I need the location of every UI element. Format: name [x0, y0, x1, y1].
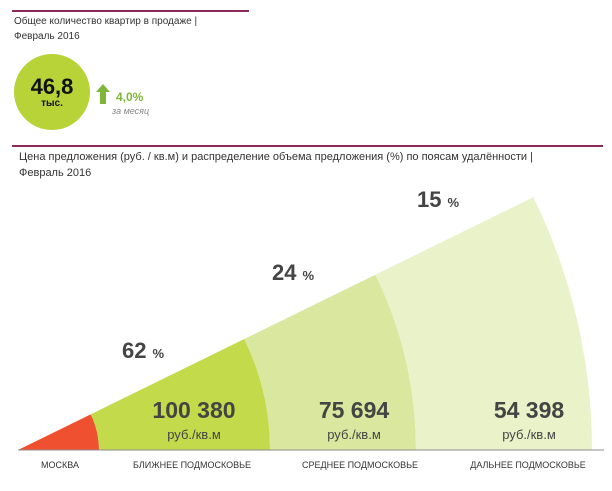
kpi-change: 4,0% [116, 90, 144, 104]
arrow-up-icon [96, 84, 110, 104]
price-unit: руб./кв.м [167, 427, 221, 442]
percent-label: 15% [417, 187, 459, 212]
category-label: БЛИЖНЕЕ ПОДМОСКОВЬЕ [133, 460, 251, 470]
price-value: 75 694 [319, 397, 390, 423]
kpi-value: 46,8 [30, 74, 74, 99]
kpi-change-note: за месяц [112, 106, 150, 116]
price-value: 54 398 [494, 397, 565, 423]
section-rule [12, 145, 603, 147]
kpi-subtitle: Февраль 2016 [14, 31, 80, 42]
kpi-unit: тыс. [41, 98, 63, 109]
kpi-title: Общее количество квартир в продаже | [14, 16, 198, 27]
price-value: 100 380 [152, 397, 235, 423]
category-label: МОСКВА [41, 460, 79, 470]
band-near [90, 339, 270, 450]
percent-label: 24% [272, 260, 314, 285]
header-rule [12, 10, 249, 12]
percent-label: 62% [122, 338, 164, 363]
price-unit: руб./кв.м [502, 427, 556, 442]
band-middle [244, 274, 416, 450]
band-far [375, 197, 592, 450]
category-label: ДАЛЬНЕЕ ПОДМОСКОВЬЕ [470, 460, 586, 470]
category-label: СРЕДНЕЕ ПОДМОСКОВЬЕ [302, 460, 418, 470]
band-moscow [18, 414, 99, 450]
kpi-circle: 46,8 тыс. [14, 54, 90, 130]
price-unit: руб./кв.м [327, 427, 381, 442]
chart-title: Цена предложения (руб. / кв.м) и распред… [19, 151, 533, 163]
chart-subtitle: Февраль 2016 [19, 167, 92, 179]
